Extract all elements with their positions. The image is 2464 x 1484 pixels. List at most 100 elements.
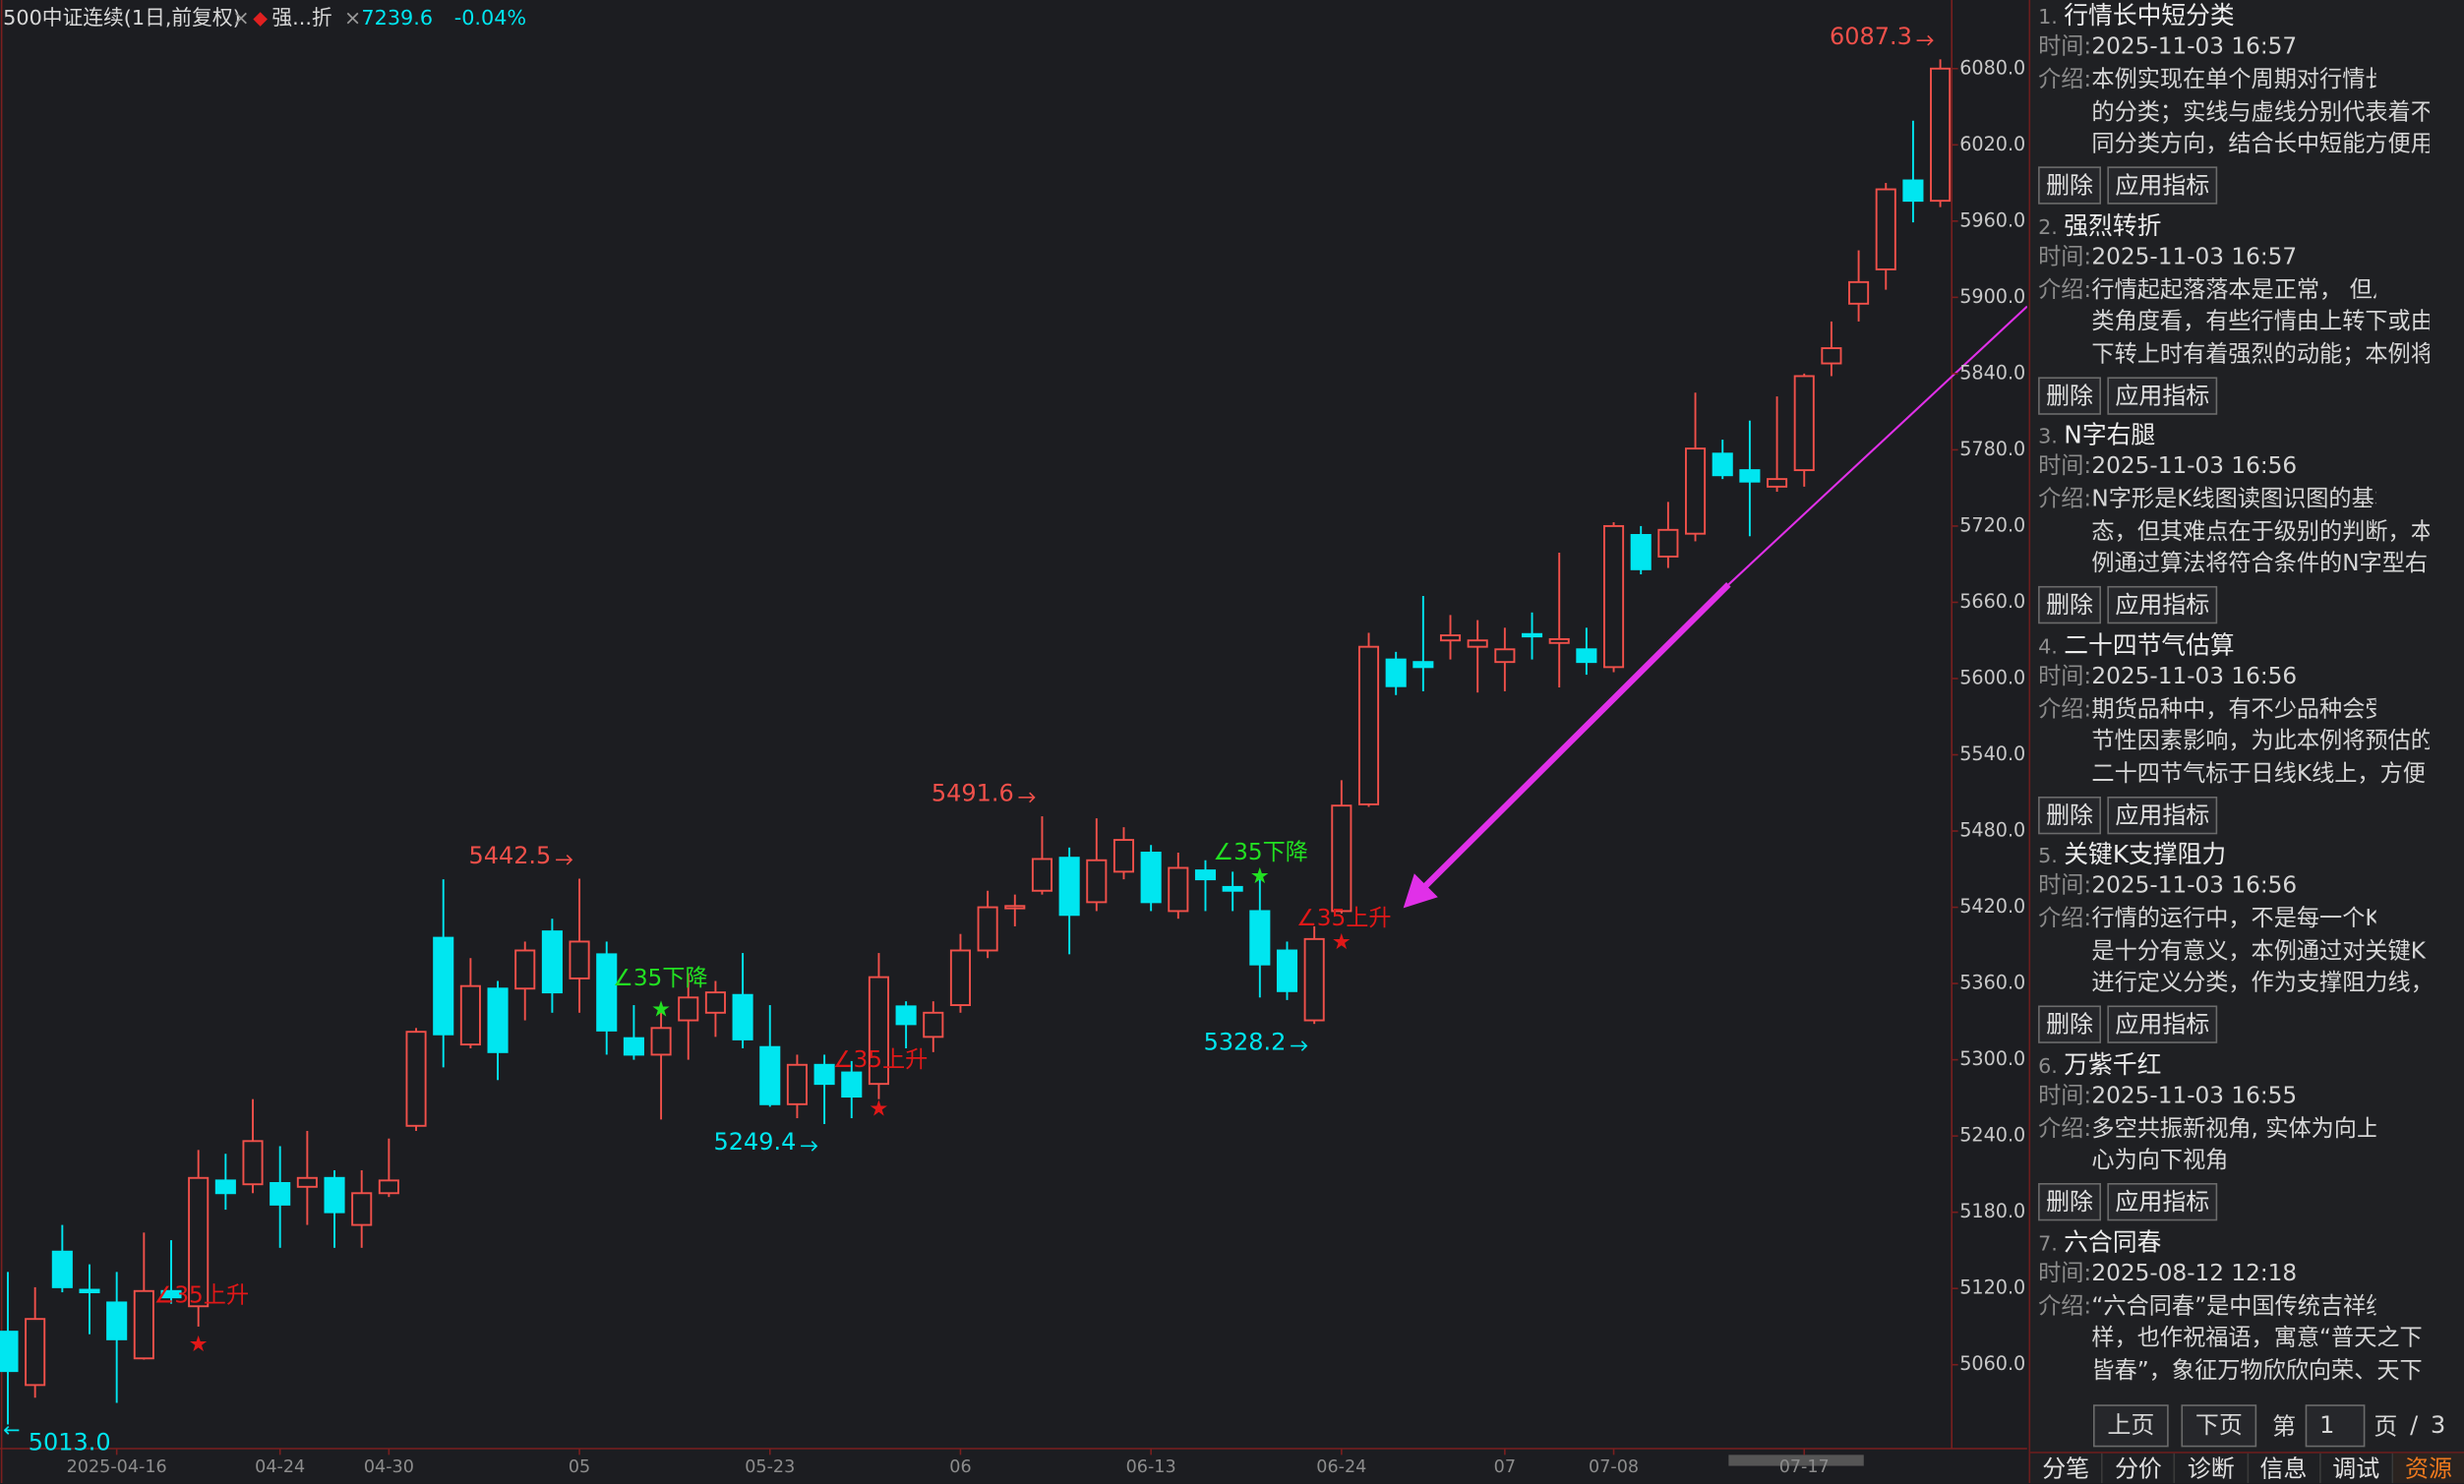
intro-label: 介绍: <box>2038 1116 2092 1142</box>
intro-text: 多空共振新视角, 实体为向上视角，空 <box>2091 1116 2375 1142</box>
page-prefix: 第 <box>2272 1411 2297 1441</box>
y-tick-label: 5240.0 <box>1959 1124 2025 1147</box>
candle-body <box>405 1031 427 1127</box>
intro-label: 介绍: <box>2038 906 2092 932</box>
delete-button[interactable]: 删除 <box>2038 376 2102 414</box>
tab[interactable]: 资源 <box>2392 1453 2464 1484</box>
time-row: 时间:2025-11-03 16:57 <box>2038 241 2464 274</box>
candle-body <box>324 1176 345 1214</box>
candle-body <box>813 1063 835 1086</box>
candle-body <box>351 1192 373 1226</box>
apply-button[interactable]: 应用指标 <box>2107 1182 2218 1221</box>
apply-button[interactable]: 应用指标 <box>2107 166 2218 205</box>
candle-body <box>1739 469 1761 483</box>
candle-body <box>270 1181 291 1206</box>
delete-button[interactable]: 删除 <box>2038 166 2102 205</box>
y-tick-label: 6020.0 <box>1959 133 2025 155</box>
scrollbar[interactable] <box>1728 1454 1864 1466</box>
signal-label: ∠35下降 <box>613 966 708 991</box>
item-title[interactable]: 二十四节气估算 <box>2064 630 2235 660</box>
tab[interactable]: 分价 <box>2103 1453 2176 1484</box>
candle-body <box>0 1331 19 1373</box>
candle-body <box>1412 661 1434 669</box>
candle-body <box>569 940 590 979</box>
candle-body <box>1902 179 1924 203</box>
button-row: 删除 应用指标 <box>2038 1177 2464 1226</box>
indicator-item: 5. 关键K支撑阻力 时间:2025-11-03 16:56 介绍:行情的运行中，不是… <box>2030 839 2464 1048</box>
y-tick-label: 5960.0 <box>1959 208 2025 231</box>
intro-line: 同分类方向，结合长中短能方便用 <box>2091 132 2430 157</box>
apply-button[interactable]: 应用指标 <box>2107 796 2218 834</box>
tab[interactable]: 调试 <box>2320 1453 2393 1484</box>
x-tick-label: 06 <box>949 1457 971 1477</box>
intro-line: 例通过算法将符合条件的N字型右 <box>2091 551 2429 577</box>
chart-title: 500中证连续(1日,前复权) <box>3 6 241 30</box>
candle-body <box>160 1289 182 1299</box>
button-row: 删除 应用指标 <box>2038 1000 2464 1049</box>
x-tick-label: 07 <box>1494 1457 1516 1477</box>
candle-body <box>1494 648 1516 664</box>
candle-body <box>25 1318 46 1387</box>
delete-button[interactable]: 删除 <box>2038 796 2102 834</box>
time-row: 时间:2025-11-03 16:56 <box>2038 870 2464 904</box>
signal-star: ★ <box>1332 929 1352 955</box>
candle-body <box>732 993 753 1040</box>
candle-body <box>214 1179 236 1195</box>
candle-body <box>133 1289 154 1360</box>
x-tick-label: 06-24 <box>1316 1457 1366 1477</box>
apply-button[interactable]: 应用指标 <box>2107 1005 2218 1043</box>
item-title[interactable]: 强烈转折 <box>2064 210 2162 240</box>
time-value: 2025-11-03 16:55 <box>2091 1083 2298 1109</box>
intro-line: 皆春”，象征万物欣欣向荣、天下 <box>2091 1358 2423 1384</box>
delete-button[interactable]: 删除 <box>2038 585 2102 624</box>
tabs: 分笔 分价 诊断 信息 调试 资源 <box>2030 1452 2464 1484</box>
candle-body <box>895 1005 917 1026</box>
intro-label: 介绍: <box>2038 696 2092 723</box>
indicator-icon: ◆ <box>253 7 268 30</box>
candle-body <box>1712 452 1733 477</box>
item-title[interactable]: 行情长中短分类 <box>2064 1 2235 30</box>
close-icon[interactable]: × <box>232 6 249 30</box>
tab[interactable]: 信息 <box>2248 1453 2321 1484</box>
tab[interactable]: 诊断 <box>2176 1453 2249 1484</box>
intro-line: 介绍:行情的运行中，不是每一个K线都 <box>2038 904 2375 936</box>
candle-body <box>378 1179 399 1195</box>
candle-body <box>1467 639 1488 648</box>
candle-body <box>1303 937 1325 1022</box>
intro-text: 期货品种中，有不少品种会受到季 <box>2091 696 2375 723</box>
indicator-item: 7. 六合同春 时间:2025-08-12 12:18 介绍:“六合同春”是中国传统吉… <box>2030 1226 2464 1388</box>
apply-button[interactable]: 应用指标 <box>2107 585 2218 624</box>
candle-body <box>1331 804 1352 913</box>
item-title[interactable]: 六合同春 <box>2064 1227 2162 1257</box>
apply-button[interactable]: 应用指标 <box>2107 376 2218 414</box>
item-title[interactable]: 万紫千红 <box>2064 1049 2162 1079</box>
arrow-tip <box>811 1140 818 1152</box>
y-tick-label: 5900.0 <box>1959 285 2025 308</box>
indicator-item: 6. 万紫千红 时间:2025-11-03 16:55 介绍:多空共振新视角, 实体为… <box>2030 1048 2464 1226</box>
candle-body <box>1875 188 1896 270</box>
delete-button[interactable]: 删除 <box>2038 1182 2102 1221</box>
page-total: 3 <box>2430 1410 2446 1440</box>
y-tick-label: 5060.0 <box>1959 1352 2025 1375</box>
item-list: 1. 行情长中短分类 时间:2025-11-03 16:57 介绍:本例实现在单个周期… <box>2030 0 2464 1388</box>
candle-body <box>1222 885 1243 892</box>
y-tick-label: 5180.0 <box>1959 1200 2025 1222</box>
delete-button[interactable]: 删除 <box>2038 1005 2102 1043</box>
button-row: 删除 应用指标 <box>2038 371 2464 420</box>
time-value: 2025-11-03 16:57 <box>2091 244 2298 269</box>
item-title-row: 5. 关键K支撑阻力 <box>2038 839 2464 870</box>
y-tick-label: 5120.0 <box>1959 1276 2025 1299</box>
prev-button[interactable]: 上页 <box>2093 1403 2169 1447</box>
extreme-label: 5249.4 <box>714 1128 797 1156</box>
intro-line: 二十四节气标于日线K线上，方便 <box>2091 761 2426 787</box>
page-input[interactable]: 1 <box>2305 1403 2365 1447</box>
y-tick-label: 5780.0 <box>1959 438 2025 460</box>
candle-body <box>1004 905 1026 910</box>
tab[interactable]: 分笔 <box>2030 1453 2103 1484</box>
intro-text: 行情的运行中，不是每一个K线都 <box>2091 906 2375 932</box>
item-title[interactable]: 关键K支撑阻力 <box>2064 840 2227 869</box>
y-tick-label: 5360.0 <box>1959 972 2025 994</box>
close-icon[interactable]: × <box>344 6 361 30</box>
item-title[interactable]: N字右腿 <box>2064 421 2156 449</box>
next-button[interactable]: 下页 <box>2181 1403 2257 1447</box>
